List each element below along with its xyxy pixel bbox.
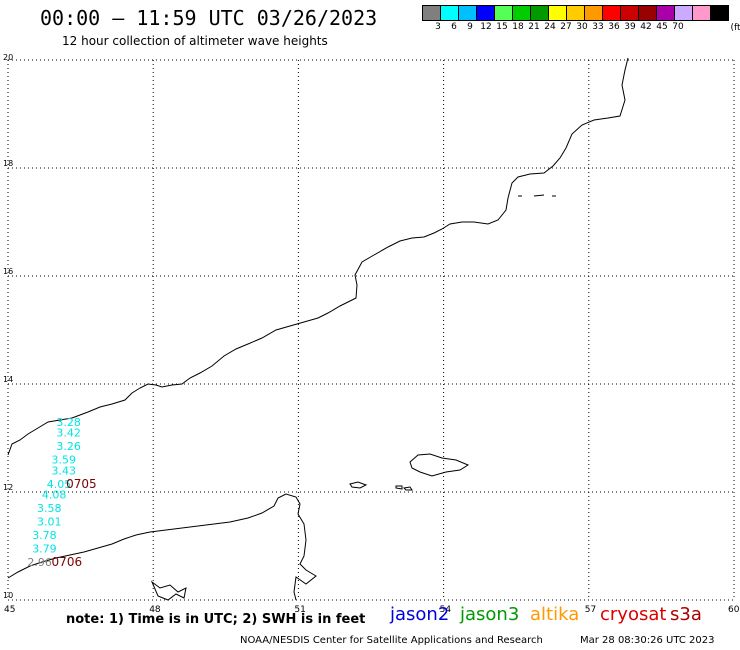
credit-line: NOAA/NESDIS Center for Satellite Applica… [240, 635, 543, 646]
lat-tick-label: 14 [3, 375, 13, 384]
lat-tick-label: 10 [3, 591, 13, 600]
wave-height-readings: 3.283.423.263.593.434.054.083.583.013.78… [27, 416, 81, 569]
colorbar-label: 12 [480, 22, 492, 32]
wave-height-value: 3.26 [56, 440, 81, 453]
pass-time-label: 0706 [52, 555, 83, 569]
wave-height-value: 4.08 [42, 489, 67, 502]
islands-kuria-muria [518, 194, 556, 197]
island-samhah [395, 485, 403, 490]
coastline-horn-of-africa [7, 493, 317, 601]
coastal-detail [150, 580, 187, 601]
colorbar-label: 21 [528, 22, 540, 32]
map-title: 00:00 – 11:59 UTC 03/26/2023 [40, 6, 378, 30]
colorbar-label: 45 [656, 22, 668, 32]
colorbar-label: 39 [624, 22, 636, 32]
lat-tick-label: 16 [3, 267, 13, 276]
map-gridlines [7, 59, 735, 601]
lon-tick-label: 54 [440, 605, 452, 615]
generation-timestamp: Mar 28 08:30:26 UTC 2023 [580, 635, 715, 646]
lon-tick-label: 57 [585, 605, 596, 615]
colorbar-label: 9 [467, 22, 473, 32]
colorbar-label: 27 [560, 22, 572, 32]
wave-height-value: 3.79 [32, 543, 57, 556]
island-socotra [409, 453, 470, 477]
pass-time-labels: 0705 0706 [52, 477, 97, 569]
satellite-legend-item: altika [530, 604, 580, 625]
coastline [7, 57, 629, 601]
wave-height-value: 3.28 [56, 416, 81, 429]
wave-height-value: 2.96 [27, 556, 52, 569]
island-abd-al-kuri [349, 481, 368, 489]
pass-time-label: 0705 [66, 477, 97, 491]
colorbar-label: 3 [435, 22, 441, 32]
colorbar-label: 70 [672, 22, 684, 32]
colorbar-label: 24 [544, 22, 556, 32]
lat-tick-label: 18 [3, 159, 13, 168]
colorbar-label: 36 [608, 22, 620, 32]
colorbar-label: 15 [496, 22, 508, 32]
lon-tick-label: 51 [294, 605, 305, 615]
lon-tick-label: 45 [4, 605, 15, 615]
satellite-legend-item: jason3 [460, 604, 520, 625]
wave-height-value: 3.43 [52, 464, 76, 477]
wave-height-value: 4.05 [47, 478, 72, 491]
colorbar-label: 30 [576, 22, 588, 32]
wave-height-value: 3.58 [37, 502, 62, 515]
wave-height-value: 3.01 [37, 516, 62, 529]
colorbar-labels: 3 6 9 12 15 18 21 24 27 30 33 36 39 42 45 70 [422, 22, 728, 32]
colorbar-label: 6 [451, 22, 457, 32]
lat-tick-label: 12 [3, 483, 13, 492]
lon-tick-label: 48 [149, 605, 161, 615]
colorbar-swatches [422, 5, 729, 21]
satellite-legend-item: s3a [670, 604, 702, 625]
colorbar-swatch [710, 5, 729, 21]
wave-height-value: 3.78 [32, 529, 57, 542]
wave-height-value: 3.59 [52, 454, 76, 467]
colorbar-label: 18 [512, 22, 524, 32]
map-subtitle: 12 hour collection of altimeter wave hei… [62, 34, 328, 48]
satellite-legend-item: cryosat [600, 604, 667, 625]
colorbar-unit: (ft) [730, 23, 740, 33]
island-darsah [402, 486, 413, 491]
colorbar-label: 33 [592, 22, 604, 32]
wave-height-value: 3.42 [56, 427, 81, 440]
footer-note: note: 1) Time is in UTC; 2) SWH is in fe… [66, 612, 366, 627]
colorbar-label: 42 [640, 22, 652, 32]
lat-tick-label: 20 [3, 53, 13, 62]
lon-tick-label: 60 [728, 605, 740, 615]
coastline-arabia [7, 57, 629, 456]
axis-tick-labels: 45 48 51 54 57 60 10 12 14 16 18 20 [3, 53, 740, 615]
satellite-legend-item: jason2 [390, 604, 450, 625]
